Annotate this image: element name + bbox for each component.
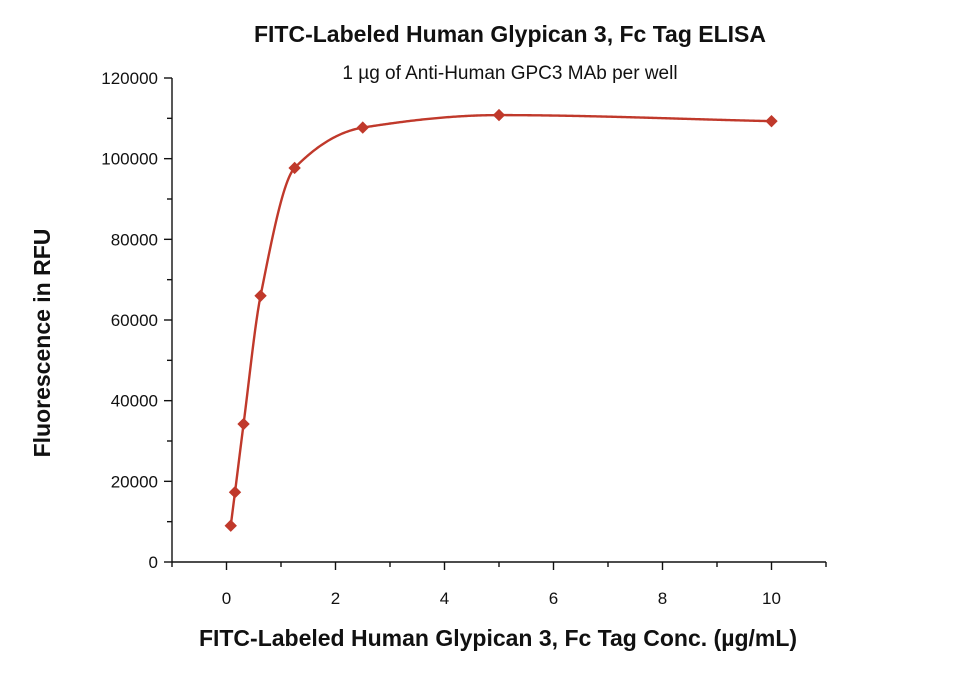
data-point [765, 114, 778, 128]
y-tick-label: 80000 [111, 230, 158, 249]
x-tick-label: 0 [222, 589, 231, 608]
x-tick-label: 4 [440, 589, 449, 608]
data-point [254, 289, 267, 302]
x-axis-ticks: 0 2 4 6 8 10 [171, 562, 827, 608]
data-point [492, 108, 506, 122]
x-tick-label: 6 [549, 589, 558, 608]
x-tick-label: 10 [762, 589, 781, 608]
data-point [228, 486, 242, 499]
x-tick-label: 2 [331, 589, 340, 608]
fit-curve [229, 113, 772, 526]
y-axis-label: Fluorescence in RFU [29, 229, 55, 458]
x-tick-label: 8 [658, 589, 667, 608]
chart-subtitle: 1 µg of Anti-Human GPC3 MAb per well [342, 63, 677, 84]
data-point [237, 417, 250, 431]
data-point [356, 121, 369, 134]
chart-title: FITC-Labeled Human Glypican 3, Fc Tag EL… [254, 21, 766, 47]
y-tick-label: 60000 [111, 311, 158, 330]
y-tick-label: 40000 [111, 392, 158, 411]
x-axis-label: FITC-Labeled Human Glypican 3, Fc Tag Co… [199, 625, 797, 651]
y-axis-ticks: 0 20000 40000 60000 80000 100000 120000 [101, 69, 172, 572]
y-tick-label: 20000 [111, 472, 158, 491]
data-point [288, 161, 301, 175]
y-tick-label: 0 [149, 553, 158, 572]
y-tick-label: 120000 [101, 69, 158, 88]
data-point [224, 519, 237, 532]
y-tick-label: 100000 [101, 150, 158, 169]
data-points [224, 108, 778, 532]
